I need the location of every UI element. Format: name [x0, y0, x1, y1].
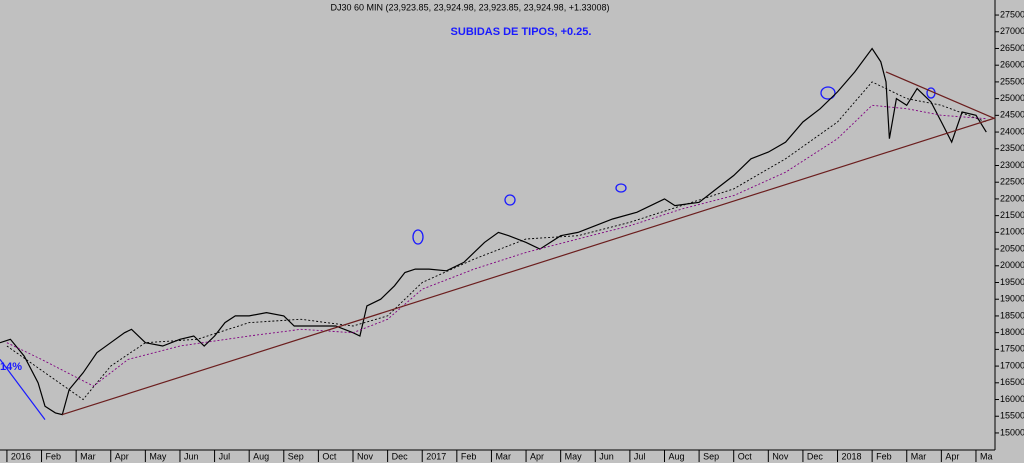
line-support [62, 117, 996, 416]
x-tick-label: Jul [634, 451, 646, 461]
x-tick-label: Ma [980, 451, 993, 461]
x-tick-label: 2017 [426, 451, 446, 461]
y-tick-label: 24500 [1000, 110, 1024, 120]
x-tick-label: Sep [288, 451, 304, 461]
x-tick-label: Oct [738, 451, 753, 461]
line-price [0, 47, 987, 416]
y-tick-label: 25500 [1000, 76, 1024, 86]
y-tick-label: 23500 [1000, 143, 1024, 153]
y-tick-label: 26500 [1000, 43, 1024, 53]
x-tick-label: Apr [115, 451, 129, 461]
y-tick-label: 18000 [1000, 327, 1024, 337]
circles [412, 86, 936, 245]
y-tick-label: 16500 [1000, 377, 1024, 387]
y-tick-label: 22000 [1000, 193, 1024, 203]
x-tick-label: Jun [184, 451, 199, 461]
x-tick-label: May [149, 451, 167, 461]
x-tick-label: Nov [357, 451, 374, 461]
y-tick-label: 19000 [1000, 294, 1024, 304]
y-tick-label: 18500 [1000, 310, 1024, 320]
x-tick-label: Jun [599, 451, 614, 461]
y-tick-label: 15000 [1000, 427, 1024, 437]
x-tick-label: Aug [668, 451, 684, 461]
x-tick-label: 2018 [842, 451, 862, 461]
x-tick-label: Feb [461, 451, 477, 461]
annotation: SUBIDAS DE TIPOS, +0.25. [451, 26, 592, 38]
y-tick-label: 24000 [1000, 126, 1024, 136]
y-tick-label: 23000 [1000, 160, 1024, 170]
y-tick-label: 20500 [1000, 243, 1024, 253]
y-tick-label: 27000 [1000, 26, 1024, 36]
y-tick-label: 17500 [1000, 344, 1024, 354]
y-tick-label: 21500 [1000, 210, 1024, 220]
x-tick-label: Oct [322, 451, 337, 461]
x-tick-label: Mar [495, 451, 511, 461]
y-tick-label: 17000 [1000, 360, 1024, 370]
x-tick-label: Sep [703, 451, 719, 461]
circle [412, 229, 424, 245]
y-tick-label: 26000 [1000, 60, 1024, 70]
y-tick-label: 19500 [1000, 277, 1024, 287]
x-tick-label: Feb [46, 451, 62, 461]
line-resistance [885, 71, 996, 120]
x-tick-label: Jul [219, 451, 231, 461]
line-drop [0, 359, 46, 420]
x-tick-label: 2016 [11, 451, 31, 461]
x-tick-label: Aug [253, 451, 269, 461]
circle [615, 183, 627, 193]
x-tick-label: Apr [945, 451, 959, 461]
y-tick-label: 25000 [1000, 93, 1024, 103]
circle [504, 194, 516, 206]
x-tick-label: Dec [807, 451, 824, 461]
y-tick-label: 21000 [1000, 227, 1024, 237]
x-tick-label: Apr [530, 451, 544, 461]
y-tick-label: 27500 [1000, 9, 1024, 19]
x-tick-label: Nov [772, 451, 789, 461]
line-ma-short [6, 81, 987, 401]
x-tick-label: Mar [80, 451, 96, 461]
x-tick-label: Feb [876, 451, 892, 461]
y-tick-label: 15500 [1000, 411, 1024, 421]
y-tick-label: 20000 [1000, 260, 1024, 270]
x-tick-label: Dec [392, 451, 409, 461]
x-tick-label: May [565, 451, 583, 461]
y-tick-label: 16000 [1000, 394, 1024, 404]
chart-title: DJ30 60 MIN (23,923.85, 23,924.98, 23,92… [331, 2, 610, 12]
y-tick-label: 22500 [1000, 177, 1024, 187]
x-tick-label: Mar [911, 451, 927, 461]
annotation: 14% [0, 361, 22, 373]
circle [820, 86, 836, 100]
